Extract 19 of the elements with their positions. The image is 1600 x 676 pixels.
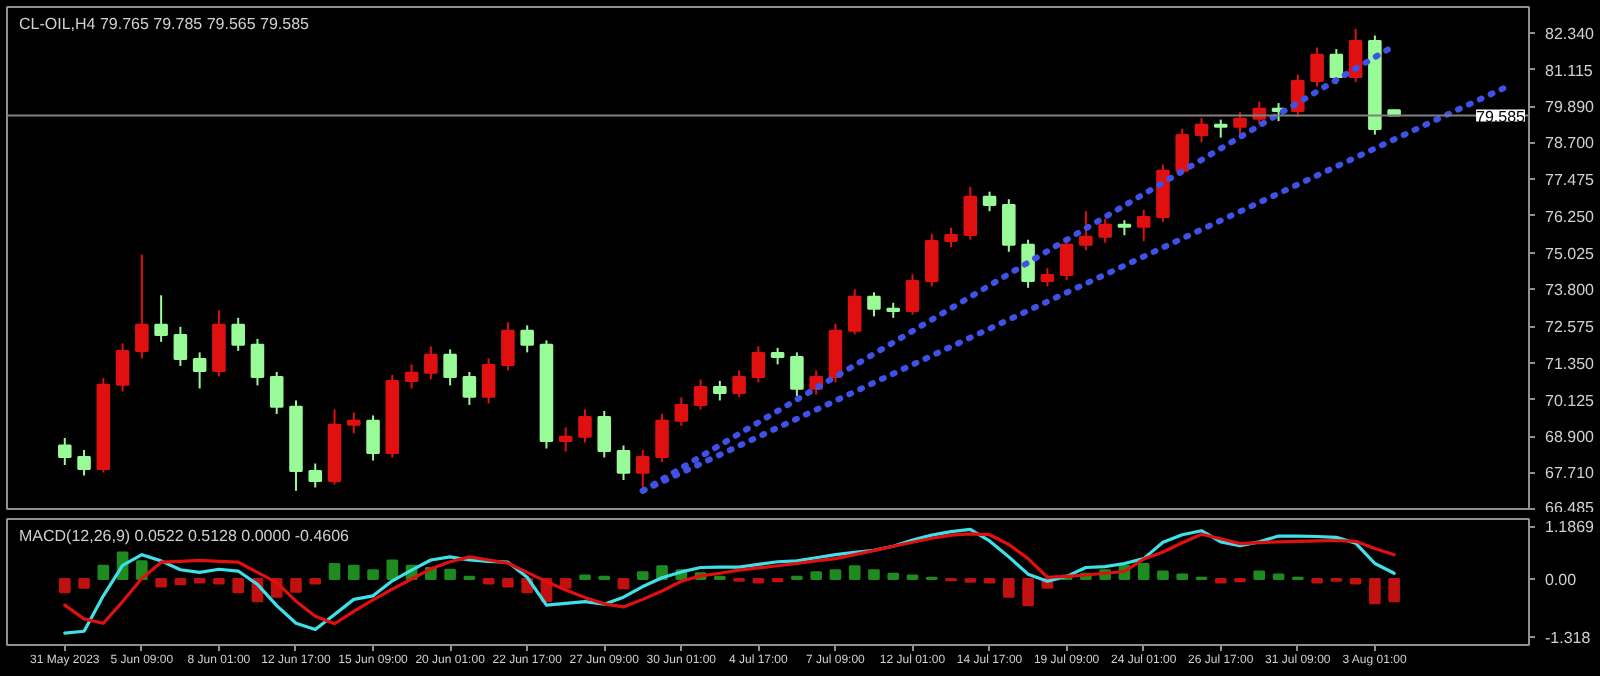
y-tick-label: 78.700 [1545, 134, 1596, 153]
y-tick-label: 81.115 [1545, 61, 1594, 80]
y-tick-label: 73.800 [1545, 281, 1596, 300]
y-tick-label: 75.025 [1545, 244, 1596, 263]
y-tick-label: 0.00 [1545, 571, 1578, 590]
y-tick-label: 68.900 [1545, 428, 1596, 447]
y-tick-label: 77.475 [1545, 170, 1596, 189]
y-tick-label: 82.340 [1545, 24, 1596, 43]
y-tick-label: 79.890 [1545, 98, 1596, 117]
y-tick-label: 67.710 [1545, 464, 1596, 483]
y-tick-label: -1.318 [1545, 629, 1592, 648]
y-tick-label: 70.125 [1545, 391, 1596, 410]
y-tick-label: 1.1869 [1545, 518, 1596, 537]
y-tick-label: 72.575 [1545, 318, 1596, 337]
y-tick-label: 76.250 [1545, 207, 1596, 226]
text: CL-OIL,H4 79.765 79.785 79.565 79.585 [19, 15, 311, 33]
ref-line-label: 79.585 [1476, 107, 1527, 126]
y-tick-label: 71.350 [1545, 354, 1596, 373]
text: MACD(12,26,9) 0.0522 0.5128 0.0000 -0.4606 [19, 527, 351, 545]
